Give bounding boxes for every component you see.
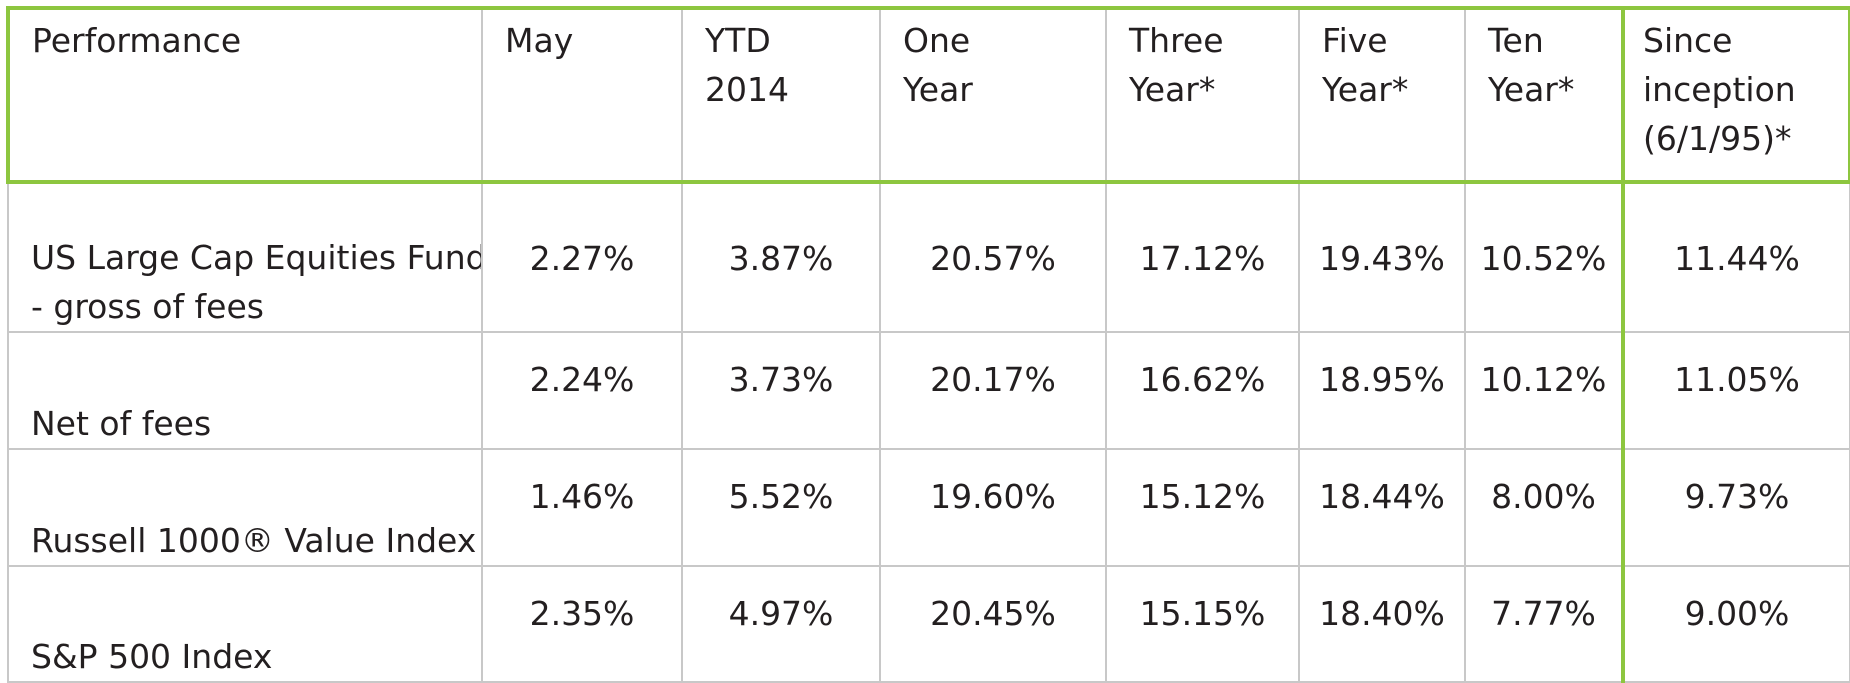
header-text: Ten [1488, 21, 1544, 60]
table-cell: 10.12% [1464, 331, 1624, 450]
header-text: Year* [1488, 70, 1575, 109]
performance-table-container: Performance May YTD 2014 One Year Three … [6, 6, 1850, 683]
table-cell: 10.52% [1464, 181, 1624, 333]
row-label-text: - gross of fees [31, 287, 264, 326]
row-label: Net of fees [7, 331, 483, 450]
table-cell: 20.17% [879, 331, 1107, 450]
table-cell: 18.44% [1298, 448, 1466, 567]
header-performance: Performance [6, 6, 483, 184]
header-text: Year* [1322, 70, 1409, 109]
row-label: US Large Cap Equities Fund - gross of fe… [7, 181, 483, 333]
header-text: (6/1/95)* [1643, 119, 1792, 158]
row-label-text: Russell 1000® Value Index [31, 521, 477, 560]
header-text: Performance [32, 21, 242, 60]
table-cell: 2.24% [481, 331, 683, 450]
header-five-year: Five Year* [1298, 6, 1466, 184]
header-since-inception: Since inception (6/1/95)* [1621, 6, 1850, 184]
table-cell: 8.00% [1464, 448, 1624, 567]
header-text: May [505, 21, 574, 60]
table-cell: 1.46% [481, 448, 683, 567]
header-ytd: YTD 2014 [681, 6, 881, 184]
header-three-year: Three Year* [1105, 6, 1300, 184]
table-cell: 4.97% [681, 565, 881, 683]
row-label-text: Net of fees [31, 404, 212, 443]
table-row: S&P 500 Index 2.35% 4.97% 20.45% 15.15% … [7, 565, 1850, 683]
header-text: Year [903, 70, 973, 109]
table-header: Performance May YTD 2014 One Year Three … [6, 6, 1850, 184]
header-may: May [481, 6, 683, 184]
table-cell: 9.00% [1621, 565, 1850, 683]
header-text: YTD [705, 21, 771, 60]
table-cell: 19.43% [1298, 181, 1466, 333]
table-body: US Large Cap Equities Fund - gross of fe… [7, 181, 1850, 683]
table-cell: 11.05% [1621, 331, 1850, 450]
table-row: Net of fees 2.24% 3.73% 20.17% 16.62% 18… [7, 331, 1850, 450]
table-cell: 15.12% [1105, 448, 1300, 567]
table-cell: 2.35% [481, 565, 683, 683]
header-text: Three [1129, 21, 1224, 60]
header-one-year: One Year [879, 6, 1107, 184]
performance-table: Performance May YTD 2014 One Year Three … [6, 6, 1850, 683]
table-cell: 16.62% [1105, 331, 1300, 450]
header-text: 2014 [705, 70, 789, 109]
row-label: S&P 500 Index [7, 565, 483, 683]
table-cell: 18.40% [1298, 565, 1466, 683]
table-cell: 2.27% [481, 181, 683, 333]
header-text: inception [1643, 70, 1796, 109]
row-label-text: S&P 500 Index [31, 637, 273, 676]
row-label-text: US Large Cap Equities Fund [31, 238, 482, 277]
header-text: Year* [1129, 70, 1216, 109]
table-cell: 18.95% [1298, 331, 1466, 450]
table-cell: 3.73% [681, 331, 881, 450]
table-cell: 19.60% [879, 448, 1107, 567]
table-row: Russell 1000® Value Index 1.46% 5.52% 19… [7, 448, 1850, 567]
table-cell: 15.15% [1105, 565, 1300, 683]
table-row: US Large Cap Equities Fund - gross of fe… [7, 181, 1850, 333]
table-cell: 20.57% [879, 181, 1107, 333]
table-cell: 11.44% [1621, 181, 1850, 333]
table-cell: 5.52% [681, 448, 881, 567]
table-cell: 9.73% [1621, 448, 1850, 567]
table-cell: 20.45% [879, 565, 1107, 683]
table-cell: 3.87% [681, 181, 881, 333]
header-text: Since [1643, 21, 1733, 60]
table-cell: 17.12% [1105, 181, 1300, 333]
header-ten-year: Ten Year* [1464, 6, 1624, 184]
header-row: Performance May YTD 2014 One Year Three … [6, 6, 1850, 184]
header-text: Five [1322, 21, 1388, 60]
table-cell: 7.77% [1464, 565, 1624, 683]
header-text: One [903, 21, 971, 60]
row-label: Russell 1000® Value Index [7, 448, 483, 567]
